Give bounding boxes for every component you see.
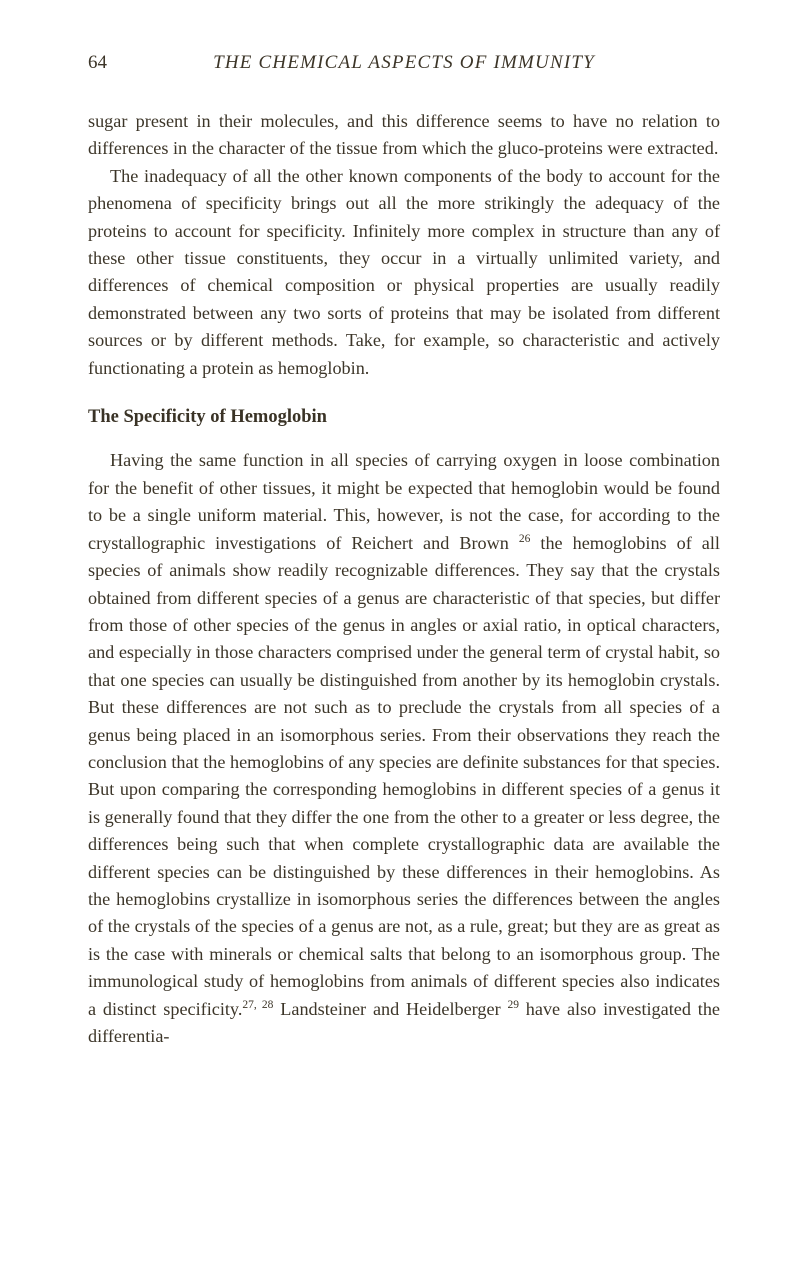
paragraph-continuation: sugar present in their molecules, and th… <box>88 108 720 163</box>
page: 64 THE CHEMICAL ASPECTS OF IMMUNITY suga… <box>0 0 800 1276</box>
footnote-ref: 26 <box>519 533 531 545</box>
footnote-ref: 27, 28 <box>242 999 273 1011</box>
paragraph: Having the same function in all species … <box>88 447 720 1050</box>
text-run: the hemoglobins of all species of ani­ma… <box>88 533 720 1019</box>
footnote-ref: 29 <box>507 999 519 1011</box>
text-run: Landsteiner and Heidelberger <box>273 999 507 1019</box>
body-text: sugar present in their molecules, and th… <box>88 108 720 1050</box>
page-number: 64 <box>88 52 140 74</box>
paragraph: The inadequacy of all the other known co… <box>88 163 720 382</box>
running-title: THE CHEMICAL ASPECTS OF IMMUNITY <box>140 52 720 74</box>
section-heading: The Specificity of Hemoglobin <box>88 404 720 431</box>
page-header: 64 THE CHEMICAL ASPECTS OF IMMUNITY <box>88 52 720 74</box>
